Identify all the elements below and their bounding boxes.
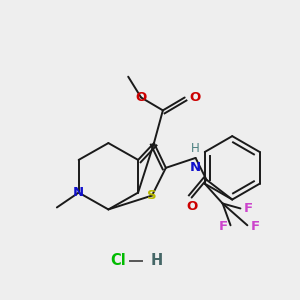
Text: F: F: [250, 220, 260, 233]
Text: Cl: Cl: [110, 254, 126, 268]
Text: S: S: [147, 189, 157, 202]
Text: N: N: [73, 186, 84, 199]
Text: O: O: [136, 91, 147, 104]
Text: F: F: [243, 202, 253, 215]
Text: O: O: [190, 91, 201, 104]
Text: O: O: [186, 200, 197, 212]
Text: F: F: [218, 220, 228, 233]
Text: H: H: [151, 254, 163, 268]
Text: H: H: [191, 142, 200, 155]
Text: N: N: [190, 161, 201, 174]
